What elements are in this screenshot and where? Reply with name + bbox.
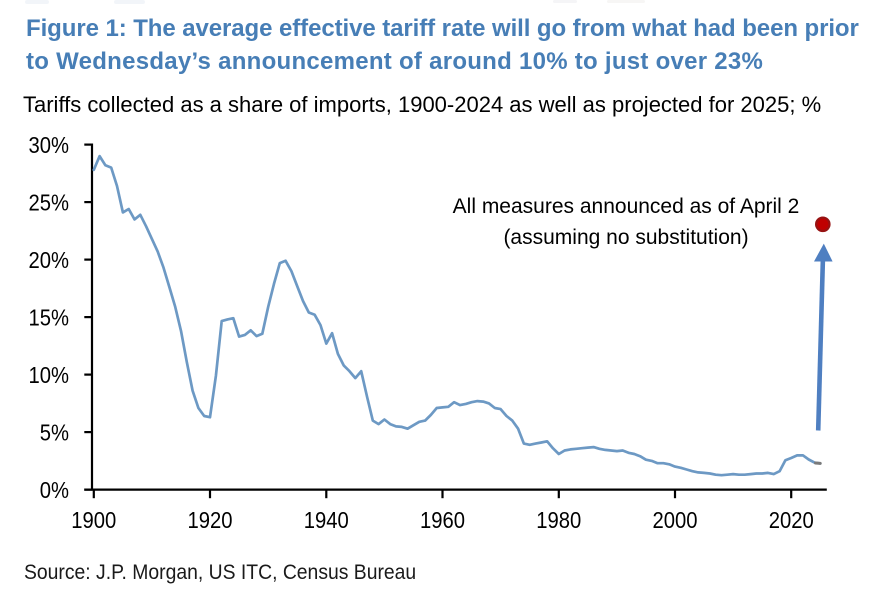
svg-text:1900: 1900 [71,507,116,534]
svg-text:20%: 20% [28,247,69,274]
svg-text:1920: 1920 [187,507,232,534]
svg-text:1960: 1960 [420,507,465,534]
svg-text:15%: 15% [28,304,69,331]
svg-text:0%: 0% [40,477,69,504]
svg-text:5%: 5% [40,419,69,446]
svg-text:25%: 25% [28,189,69,216]
svg-text:1940: 1940 [304,507,349,534]
svg-text:30%: 30% [28,132,69,159]
svg-text:2020: 2020 [769,507,814,534]
svg-text:1980: 1980 [536,507,581,534]
svg-text:2000: 2000 [652,507,697,534]
svg-text:10%: 10% [28,362,69,389]
